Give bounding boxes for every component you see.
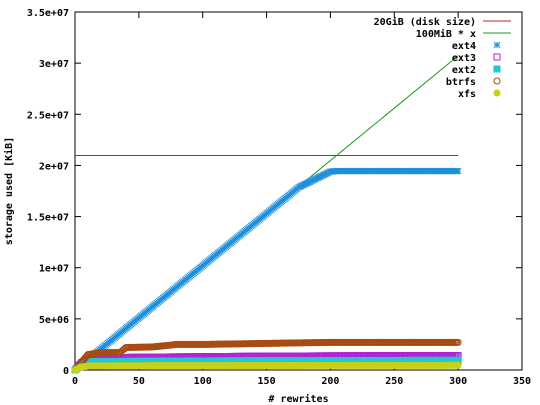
legend-swatch xyxy=(493,41,501,49)
x-tick-label: 200 xyxy=(321,376,339,387)
x-tick-label: 100 xyxy=(194,376,212,387)
x-tick-label: 350 xyxy=(513,376,531,387)
legend-label: xfs xyxy=(458,89,476,100)
x-tick-label: 0 xyxy=(72,376,78,387)
legend-swatch xyxy=(493,65,501,73)
x-tick-label: 50 xyxy=(133,376,145,387)
data-point xyxy=(454,338,462,346)
y-tick-label: 1e+07 xyxy=(39,264,69,275)
y-tick-label: 3.5e+07 xyxy=(27,8,69,19)
series-layer xyxy=(71,55,462,374)
x-tick-label: 250 xyxy=(385,376,403,387)
y-tick-label: 2e+07 xyxy=(39,161,69,172)
legend-label: ext4 xyxy=(452,41,476,52)
legend: 20GiB (disk size)100MiB * xext4ext3ext2b… xyxy=(374,16,511,100)
data-point xyxy=(454,167,462,175)
legend-label: 20GiB (disk size) xyxy=(374,16,476,28)
axes: 0 50 100 150 200 250 300 350 0 5e+06 1e+07 1.5e+07 2… xyxy=(27,8,531,387)
y-tick-label: 5e+06 xyxy=(39,315,69,326)
y-tick-label: 1.5e+07 xyxy=(27,213,69,224)
y-tick-label: 3e+07 xyxy=(39,59,69,70)
legend-label: 100MiB * x xyxy=(416,28,476,40)
series-ext2 xyxy=(71,356,462,374)
x-axis-label: # rewrites xyxy=(268,393,328,405)
y-axis-label: storage used [KiB] xyxy=(3,137,15,245)
legend-swatch xyxy=(493,89,501,97)
legend-label: btrfs xyxy=(446,77,476,88)
series-xfs xyxy=(71,361,462,374)
data-point xyxy=(454,361,462,369)
legend-label: ext3 xyxy=(452,53,476,64)
y-tick-label: 2.5e+07 xyxy=(27,110,69,121)
plot-frame xyxy=(74,11,523,371)
series-ext4 xyxy=(71,167,462,374)
x-tick-label: 150 xyxy=(258,376,276,387)
x-tick-label: 300 xyxy=(449,376,467,387)
legend-swatch xyxy=(493,77,501,85)
legend-swatch xyxy=(493,53,501,61)
legend-label: ext2 xyxy=(452,65,476,76)
y-tick-label: 0 xyxy=(63,366,69,377)
